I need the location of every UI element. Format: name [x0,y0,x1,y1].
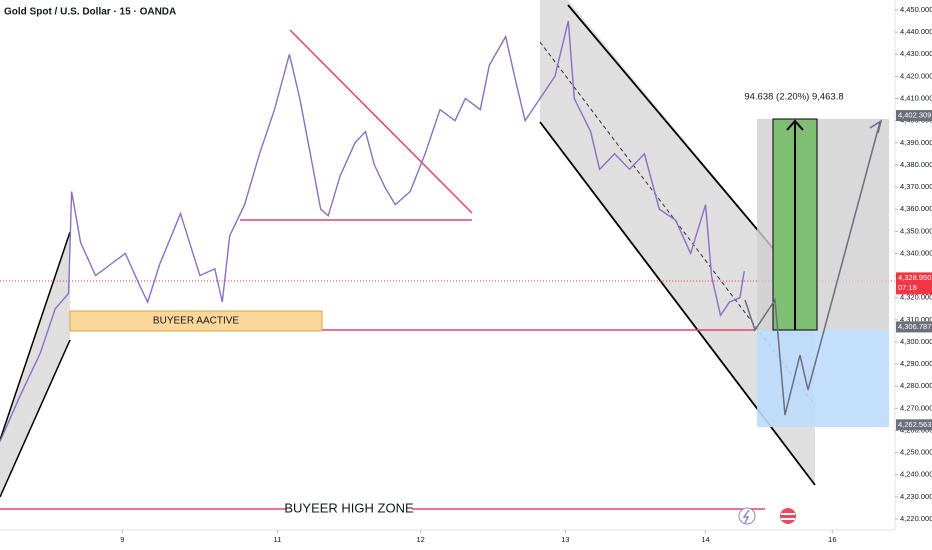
y-tick-label: 4,300.000 [900,337,932,346]
y-tick-label: 4,250.000 [900,448,932,457]
price-tag [896,419,932,431]
price-tag [896,321,932,333]
price-tag-label: 4,402.309 [898,111,931,120]
y-tick-label: 4,410.000 [900,94,932,103]
y-tick-label: 4,390.000 [900,138,932,147]
y-tick-label: 4,440.000 [900,27,932,36]
price-tag [896,110,932,122]
y-tick-label: 4,350.000 [900,226,932,235]
price-tag [896,272,932,295]
flag-stripe [781,513,795,515]
y-tick-label: 4,320.000 [900,293,932,302]
channel-line [0,339,71,498]
y-tick-label: 4,430.000 [900,49,932,58]
label-bg [744,88,844,106]
arrow-head [869,119,883,134]
projection-path [744,121,881,416]
event-icon[interactable] [738,507,756,525]
down-channel [540,0,815,485]
measure-label: 94.638 (2.20%) 9,463.8 [744,92,843,103]
y-tick-label: 4,280.000 [900,381,932,390]
y-tick-label: 4,450.000 [900,5,932,14]
y-tick-label: 4,370.000 [900,182,932,191]
x-tick-label: 16 [828,535,836,544]
y-tick-label: 4,220.000 [900,514,932,523]
chart-title: Gold Spot / U.S. Dollar · 15 · OANDA [4,7,176,18]
buy-zone-box [69,310,323,332]
y-tick-label: 4,240.000 [900,470,932,479]
y-tick-label: 4,340.000 [900,248,932,257]
drawings [0,0,895,525]
x-tick-label: 9 [120,535,124,544]
price-tag-label: 4,262.563 [898,420,931,429]
annotation: BUYEER HIGH ZONE [284,500,414,515]
y-tick-label: 4,360.000 [900,204,932,213]
arrow-head [786,119,804,131]
y-tick-label: 4,230.000 [900,492,932,501]
label-bg [286,500,412,518]
x-tick-label: 11 [274,535,282,544]
stop-area [757,330,889,427]
countdown: 07:18 [898,283,917,292]
price-line [0,20,745,442]
y-tick-label: 4,290.000 [900,359,932,368]
y-tick-label: 4,420.000 [900,71,932,80]
event-icon-bolt [742,509,750,524]
flag-stripe [781,518,795,520]
annotation: BUYEER AACTIVE [153,316,239,327]
y-tick-label: 4,270.000 [900,403,932,412]
price-tag-label: 4,328.950 [898,273,931,282]
y-tick-label: 4,380.000 [900,160,932,169]
x-tick-label: 13 [561,535,569,544]
triangle-line [289,29,473,214]
y-tick-label: 4,310.000 [900,315,932,324]
x-tick-label: 12 [416,535,424,544]
price-tag-label: 4,306.787 [898,322,931,331]
flag-icon[interactable] [780,508,796,524]
x-tick-label: 14 [701,535,709,544]
channel-line [0,231,71,441]
